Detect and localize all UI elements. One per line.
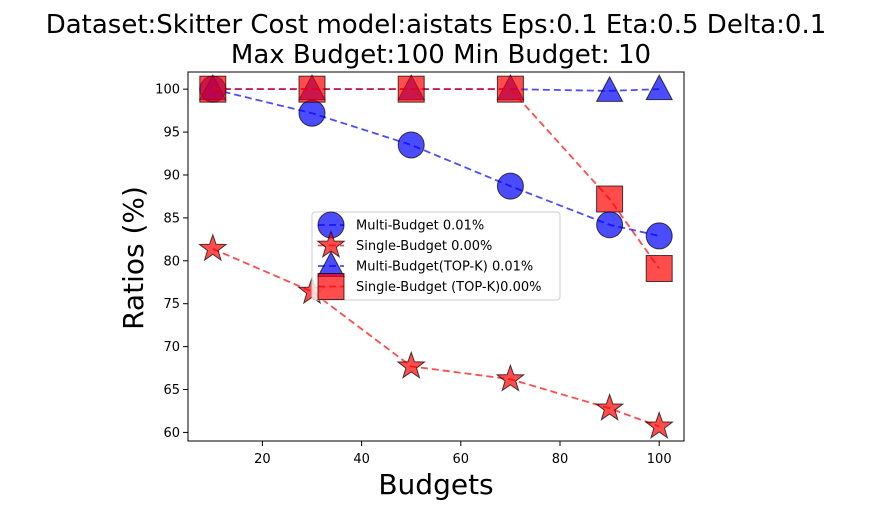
- legend-label-2: Multi-Budget(TOP-K) 0.01%: [356, 260, 533, 275]
- y-tick-label-6: 90: [163, 168, 180, 183]
- series-3: [199, 75, 673, 283]
- series-line-1: [212, 247, 660, 428]
- series-0: [199, 75, 673, 250]
- data-point-3-3: [496, 75, 524, 103]
- data-point-3-2: [397, 75, 425, 103]
- y-tick-label-3: 75: [163, 297, 180, 312]
- data-point-0-5: [645, 222, 673, 250]
- plot-frame: [187, 71, 685, 442]
- data-point-3-4: [596, 185, 624, 213]
- data-point-2-4: [595, 75, 624, 102]
- legend-label-3: Single-Budget (TOP-K)0.00%: [356, 280, 541, 295]
- series-line-3: [212, 88, 660, 270]
- legend-label-1: Single-Budget 0.00%: [356, 239, 492, 254]
- y-tick-label-8: 100: [155, 83, 180, 98]
- series-line-0: [212, 88, 660, 237]
- y-tick-label-7: 95: [163, 126, 180, 141]
- legend-box: [311, 211, 561, 301]
- x-axis-label: Budgets: [378, 468, 493, 501]
- data-point-1-5: [644, 410, 674, 439]
- y-tick-label-2: 70: [163, 340, 180, 355]
- y-tick-label-1: 65: [163, 383, 180, 398]
- data-point-1-3: [495, 363, 526, 392]
- data-point-0-1: [298, 99, 326, 127]
- data-point-0-3: [496, 172, 524, 200]
- legend-label-0: Multi-Budget 0.01%: [356, 219, 484, 234]
- data-point-0-4: [596, 211, 624, 239]
- data-point-3-5: [645, 255, 673, 283]
- y-axis-label: Ratios (%): [117, 186, 150, 330]
- x-tick-label-3: 80: [552, 452, 569, 467]
- data-point-1-2: [396, 350, 426, 379]
- data-point-0-2: [397, 131, 425, 159]
- data-point-3-1: [298, 75, 326, 103]
- y-tick-label-4: 80: [163, 254, 180, 269]
- x-tick-label-2: 60: [453, 452, 470, 467]
- y-tick-label-5: 85: [163, 211, 180, 226]
- chart-title-line2: Max Budget:100 Min Budget: 10: [231, 40, 651, 70]
- x-tick-label-4: 100: [647, 452, 672, 467]
- legend: Multi-Budget 0.01% Single-Budget 0.00% Mul…: [311, 211, 561, 301]
- y-tick-label-0: 60: [163, 426, 180, 441]
- data-point-1-0: [198, 233, 228, 262]
- data-point-3-0: [199, 75, 227, 103]
- data-point-2-5: [645, 74, 674, 101]
- chart-title-line1: Dataset:Skitter Cost model:aistats Eps:0…: [46, 10, 827, 40]
- x-tick-label-1: 40: [353, 452, 370, 467]
- data-point-1-4: [594, 392, 625, 421]
- legend-marker-3: [317, 273, 345, 300]
- x-tick-label-0: 20: [254, 452, 271, 467]
